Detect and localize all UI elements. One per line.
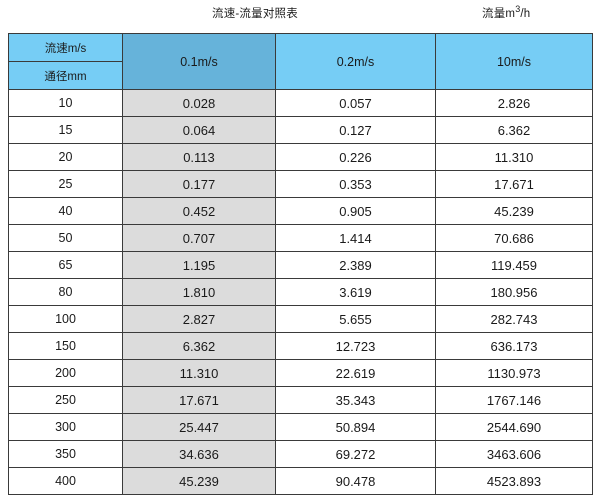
cell-flow-0.1ms: 34.636	[122, 440, 276, 468]
table-body: 10 0.028 0.057 2.826 15 0.064 0.127 6.362 20 0.11…	[8, 89, 593, 495]
cell-diameter: 150	[8, 332, 123, 360]
cell-diameter: 50	[8, 224, 123, 252]
caption-strip: 流速-流量对照表 流量m3/h	[0, 0, 600, 32]
cell-flow-10ms: 4523.893	[435, 467, 593, 495]
table-header: 流速m/s 0.1m/s 0.2m/s 10m/s 通径mm	[8, 33, 593, 90]
table-row: 200 11.310 22.619 1130.973	[8, 359, 593, 387]
cell-flow-0.1ms: 1.195	[122, 251, 276, 279]
cell-diameter: 10	[8, 89, 123, 117]
table-row: 80 1.810 3.619 180.956	[8, 278, 593, 306]
table-row: 150 6.362 12.723 636.173	[8, 332, 593, 360]
cell-flow-0.2ms: 50.894	[275, 413, 436, 441]
corner-header-diameter-label: 通径mm	[44, 70, 87, 83]
cell-flow-10ms: 45.239	[435, 197, 593, 225]
cell-diameter: 200	[8, 359, 123, 387]
table-row: 40 0.452 0.905 45.239	[8, 197, 593, 225]
cell-flow-0.2ms: 5.655	[275, 305, 436, 333]
cell-flow-0.1ms: 6.362	[122, 332, 276, 360]
column-header-1: 0.2m/s	[275, 33, 436, 90]
column-header-0: 0.1m/s	[122, 33, 276, 90]
cell-flow-10ms: 2544.690	[435, 413, 593, 441]
cell-diameter: 400	[8, 467, 123, 495]
cell-flow-0.1ms: 17.671	[122, 386, 276, 414]
cell-flow-10ms: 1767.146	[435, 386, 593, 414]
header-row-top: 流速m/s 0.1m/s 0.2m/s 10m/s	[8, 33, 593, 90]
cell-flow-10ms: 70.686	[435, 224, 593, 252]
table-row: 15 0.064 0.127 6.362	[8, 116, 593, 144]
cell-flow-0.2ms: 0.226	[275, 143, 436, 171]
cell-diameter: 15	[8, 116, 123, 144]
cell-diameter: 20	[8, 143, 123, 171]
table-row: 50 0.707 1.414 70.686	[8, 224, 593, 252]
cell-flow-0.2ms: 90.478	[275, 467, 436, 495]
cell-flow-0.1ms: 11.310	[122, 359, 276, 387]
cell-diameter: 250	[8, 386, 123, 414]
cell-flow-0.2ms: 1.414	[275, 224, 436, 252]
cell-flow-0.1ms: 0.064	[122, 116, 276, 144]
cell-diameter: 65	[8, 251, 123, 279]
cell-flow-10ms: 11.310	[435, 143, 593, 171]
cell-flow-10ms: 119.459	[435, 251, 593, 279]
cell-diameter: 300	[8, 413, 123, 441]
corner-header-diameter: 通径mm	[8, 61, 123, 90]
cell-flow-0.1ms: 0.452	[122, 197, 276, 225]
cell-flow-0.1ms: 45.239	[122, 467, 276, 495]
cell-flow-10ms: 636.173	[435, 332, 593, 360]
table-row: 100 2.827 5.655 282.743	[8, 305, 593, 333]
cell-diameter: 80	[8, 278, 123, 306]
header-row-bottom: 通径mm	[8, 61, 593, 90]
cell-flow-0.2ms: 0.353	[275, 170, 436, 198]
cell-flow-10ms: 2.826	[435, 89, 593, 117]
cell-flow-0.1ms: 0.707	[122, 224, 276, 252]
corner-header-velocity: 流速m/s	[8, 33, 123, 62]
flow-unit-caption: 流量m3/h	[482, 4, 531, 21]
cell-diameter: 350	[8, 440, 123, 468]
cell-flow-0.2ms: 12.723	[275, 332, 436, 360]
table-row: 20 0.113 0.226 11.310	[8, 143, 593, 171]
cell-flow-0.1ms: 0.113	[122, 143, 276, 171]
cell-flow-0.2ms: 3.619	[275, 278, 436, 306]
cell-flow-10ms: 17.671	[435, 170, 593, 198]
table-row: 400 45.239 90.478 4523.893	[8, 467, 593, 495]
cell-flow-0.1ms: 0.028	[122, 89, 276, 117]
table-row: 65 1.195 2.389 119.459	[8, 251, 593, 279]
corner-header-velocity-label: 流速m/s	[44, 42, 87, 55]
cell-flow-0.1ms: 2.827	[122, 305, 276, 333]
cell-flow-10ms: 282.743	[435, 305, 593, 333]
cell-flow-10ms: 180.956	[435, 278, 593, 306]
flow-unit-suffix: /h	[520, 8, 531, 20]
cell-flow-0.2ms: 35.343	[275, 386, 436, 414]
cell-flow-0.2ms: 0.905	[275, 197, 436, 225]
table-row: 350 34.636 69.272 3463.606	[8, 440, 593, 468]
cell-flow-0.1ms: 25.447	[122, 413, 276, 441]
cell-diameter: 40	[8, 197, 123, 225]
cell-flow-0.2ms: 22.619	[275, 359, 436, 387]
cell-flow-10ms: 3463.606	[435, 440, 593, 468]
table-row: 10 0.028 0.057 2.826	[8, 89, 593, 117]
cell-flow-10ms: 6.362	[435, 116, 593, 144]
column-header-2: 10m/s	[435, 33, 593, 90]
cell-flow-0.2ms: 0.057	[275, 89, 436, 117]
cell-flow-10ms: 1130.973	[435, 359, 593, 387]
flow-velocity-table: 流速m/s 0.1m/s 0.2m/s 10m/s 通径mm 10 0.028 0.…	[8, 33, 593, 495]
cell-flow-0.1ms: 1.810	[122, 278, 276, 306]
cell-flow-0.2ms: 2.389	[275, 251, 436, 279]
chart-title-caption: 流速-流量对照表	[212, 8, 298, 20]
flow-velocity-table-wrapper: 流速m/s 0.1m/s 0.2m/s 10m/s 通径mm 10 0.028 0.…	[8, 33, 593, 495]
cell-diameter: 25	[8, 170, 123, 198]
cell-flow-0.1ms: 0.177	[122, 170, 276, 198]
cell-diameter: 100	[8, 305, 123, 333]
table-row: 300 25.447 50.894 2544.690	[8, 413, 593, 441]
flow-unit-superscript: 3	[515, 4, 521, 15]
table-row: 25 0.177 0.353 17.671	[8, 170, 593, 198]
cell-flow-0.2ms: 69.272	[275, 440, 436, 468]
cell-flow-0.2ms: 0.127	[275, 116, 436, 144]
flow-unit-prefix: 流量m	[482, 8, 516, 20]
table-row: 250 17.671 35.343 1767.146	[8, 386, 593, 414]
